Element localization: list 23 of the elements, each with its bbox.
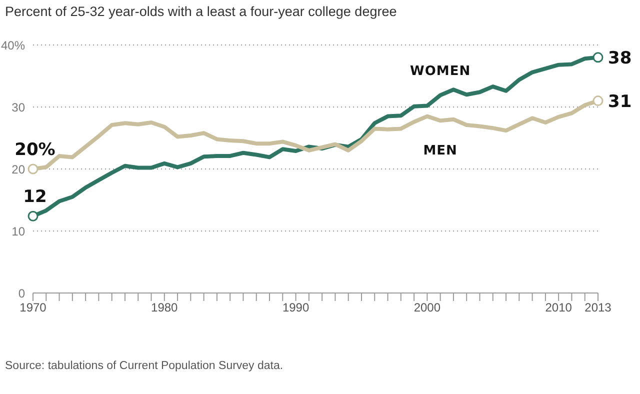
data-label: 20% [14,140,56,160]
chart-title: Percent of 25-32 year-olds with a least a four-year college degree [5,4,397,19]
data-label: 31 [608,92,632,112]
y-tick-label: 10 [12,224,26,238]
y-tick-label: 30 [12,100,26,114]
y-tick-label: 20 [12,162,26,176]
x-tick-label: 1980 [151,300,178,315]
point [592,52,604,63]
series-label: WOMEN [410,64,471,80]
x-tick-label: 1990 [282,300,310,315]
x-tick-label: 2010 [545,300,572,315]
y-tick-label: 40% [0,38,26,52]
point [592,96,604,106]
x-tick-label: 2013 [584,300,612,315]
y-tick-label: 0 [18,286,26,300]
data-label: 12 [23,187,47,208]
point [28,164,38,174]
point [28,210,38,222]
source-note: Source: tabulations of Current Population Survey data. [5,360,284,372]
data-label: 38 [608,48,632,68]
x-tick-label: 1970 [20,300,47,315]
series-label: MEN [423,144,458,159]
x-tick-label: 2000 [414,300,441,315]
